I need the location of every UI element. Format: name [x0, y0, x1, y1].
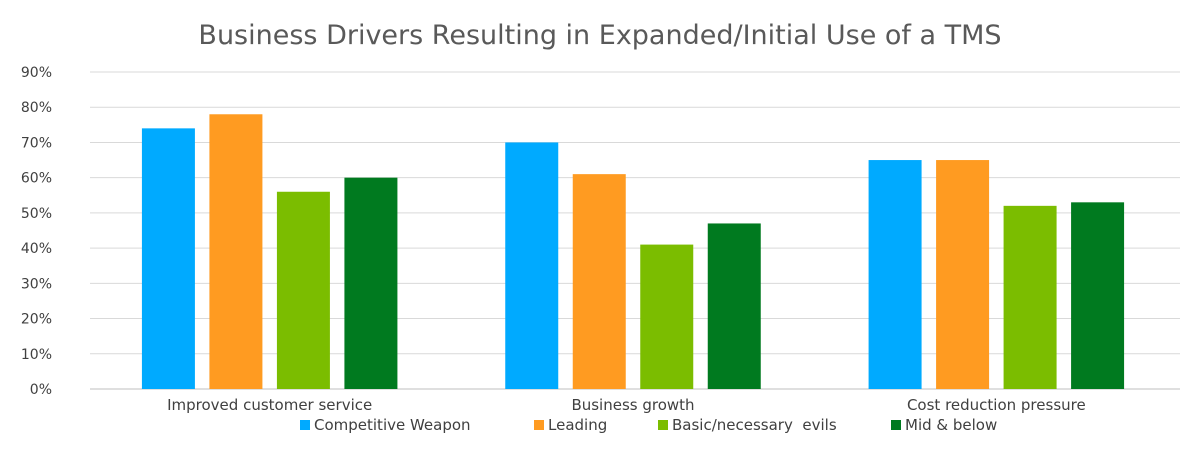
bar [640, 244, 694, 389]
bar [276, 191, 330, 389]
legend: Competitive Weapon Leading Basic/necessary… [300, 416, 997, 434]
bar [868, 160, 922, 389]
legend-swatch [658, 420, 668, 430]
bar [141, 128, 195, 389]
x-category-label: Improved customer service [167, 396, 372, 414]
legend-swatch [534, 420, 544, 430]
y-tick-label: 30% [21, 276, 52, 292]
bar [707, 223, 761, 389]
legend-swatch [300, 420, 310, 430]
y-tick-label: 90% [21, 65, 52, 81]
y-tick-label: 20% [21, 312, 52, 328]
bar [209, 114, 263, 390]
bar [572, 174, 626, 389]
x-category-label: Business growth [571, 396, 694, 414]
y-tick-label: 0% [30, 382, 52, 398]
bar [1003, 205, 1057, 389]
chart-title: Business Drivers Resulting in Expanded/I… [198, 20, 1001, 51]
bar [936, 160, 990, 389]
bar [505, 142, 559, 389]
y-tick-label: 40% [21, 241, 52, 257]
y-tick-label: 50% [21, 206, 52, 222]
legend-label: Basic/necessary evils [672, 416, 837, 434]
bar [344, 177, 398, 389]
bar [1071, 202, 1125, 389]
y-axis-ticks: 0% 10% 20% 30% 40% 50% 60% 70% 80% 90% [21, 65, 52, 398]
x-axis-categories: Improved customer service Business growth… [167, 396, 1086, 414]
x-category-label: Cost reduction pressure [907, 396, 1086, 414]
legend-swatch [891, 420, 901, 430]
y-tick-label: 70% [21, 135, 52, 151]
legend-label: Leading [548, 416, 607, 434]
y-tick-label: 80% [21, 100, 52, 116]
bars [141, 114, 1125, 390]
legend-label: Mid & below [905, 416, 997, 434]
gridlines [90, 71, 1180, 390]
legend-label: Competitive Weapon [314, 416, 471, 434]
y-tick-label: 10% [21, 347, 52, 363]
y-tick-label: 60% [21, 171, 52, 187]
